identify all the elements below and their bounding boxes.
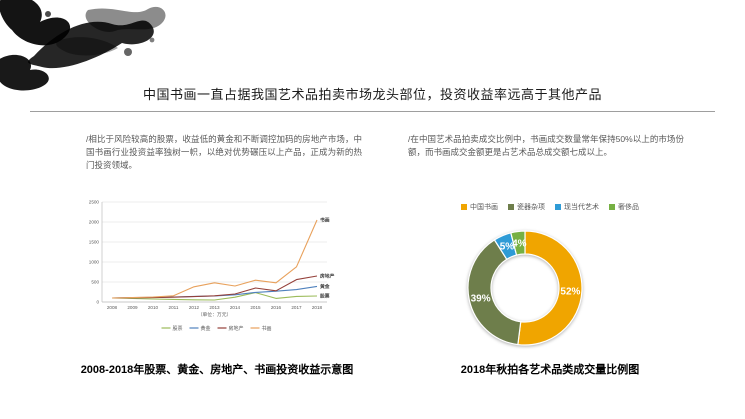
svg-text:1000: 1000	[89, 260, 100, 265]
svg-text:39%: 39%	[471, 293, 491, 304]
svg-text:（单位：万元）: （单位：万元）	[198, 311, 232, 318]
svg-text:2015: 2015	[250, 305, 261, 310]
svg-text:2013: 2013	[209, 305, 220, 310]
svg-text:股票: 股票	[173, 326, 183, 332]
line-chart-canvas: 0 500 1000 1500 2000 2500 2008 2009 2010 2011 2012…	[89, 200, 335, 332]
svg-text:股票: 股票	[320, 293, 330, 300]
legend-swatch-icon	[461, 204, 467, 210]
right-chart-caption: 2018年秋拍各艺术品类成交量比例图	[460, 364, 640, 376]
svg-text:2016: 2016	[271, 305, 282, 310]
svg-text:2010: 2010	[148, 305, 159, 310]
left-intro-paragraph: /相比于风险较高的股票，收益低的黄金和不断调控加码的房地产市场，中国书画行业投资…	[86, 134, 362, 170]
svg-text:2008: 2008	[107, 305, 118, 310]
svg-text:2017: 2017	[291, 305, 302, 310]
svg-text:52%: 52%	[560, 286, 580, 297]
ink-splash-icon	[0, 0, 166, 91]
right-intro-paragraph: /在中国艺术品拍卖成交比例中，书画成交数量常年保持50%以上的市场份额，而书画成…	[408, 134, 684, 157]
svg-text:5%: 5%	[500, 242, 515, 253]
legend-swatch-icon	[508, 204, 514, 210]
auction-volume-donut-chart: 中国书画 瓷器杂项 现当代艺术 奢侈品 52% 39% 5% 4%	[420, 202, 680, 350]
left-chart-caption: 2008-2018年股票、黄金、房地产、书画投资收益示意图	[80, 364, 354, 376]
svg-text:4%: 4%	[512, 238, 527, 249]
legend-label: 奢侈品	[618, 204, 639, 211]
donut-legend: 中国书画 瓷器杂项 现当代艺术 奢侈品	[420, 202, 680, 212]
donut-legend-item: 中国书画	[461, 202, 498, 212]
legend-swatch-icon	[609, 204, 615, 210]
legend-label: 中国书画	[470, 204, 498, 211]
donut-legend-item: 瓷器杂项	[508, 202, 545, 212]
svg-text:黄金: 黄金	[201, 325, 211, 332]
svg-text:2009: 2009	[127, 305, 138, 310]
legend-swatch-icon	[555, 204, 561, 210]
title-divider	[30, 111, 715, 112]
svg-text:2000: 2000	[89, 220, 100, 225]
svg-text:书画: 书画	[320, 217, 330, 224]
donut-chart-canvas: 52% 39% 5%4%	[467, 230, 583, 346]
svg-text:2011: 2011	[169, 305, 179, 310]
svg-text:房地产: 房地产	[229, 325, 244, 332]
legend-label: 现当代艺术	[564, 204, 599, 211]
svg-text:房地产: 房地产	[319, 273, 335, 280]
svg-text:500: 500	[91, 280, 99, 285]
svg-text:书画: 书画	[262, 325, 272, 332]
svg-text:2012: 2012	[189, 305, 200, 310]
svg-text:0: 0	[96, 300, 99, 305]
svg-text:2014: 2014	[230, 305, 241, 310]
svg-text:2500: 2500	[89, 200, 100, 205]
svg-text:黄金: 黄金	[320, 283, 330, 290]
svg-text:2018: 2018	[312, 305, 323, 310]
donut-legend-item: 奢侈品	[609, 202, 639, 212]
slide-title: 中国书画一直占据我国艺术品拍卖市场龙头部位，投资收益率远高于其他产品	[142, 87, 602, 102]
donut-legend-item: 现当代艺术	[555, 202, 599, 212]
legend-label: 瓷器杂项	[517, 204, 545, 211]
investment-return-line-chart: 0 500 1000 1500 2000 2500 2008 2009 2010 2011 2012…	[84, 195, 349, 340]
svg-text:1500: 1500	[89, 240, 100, 245]
